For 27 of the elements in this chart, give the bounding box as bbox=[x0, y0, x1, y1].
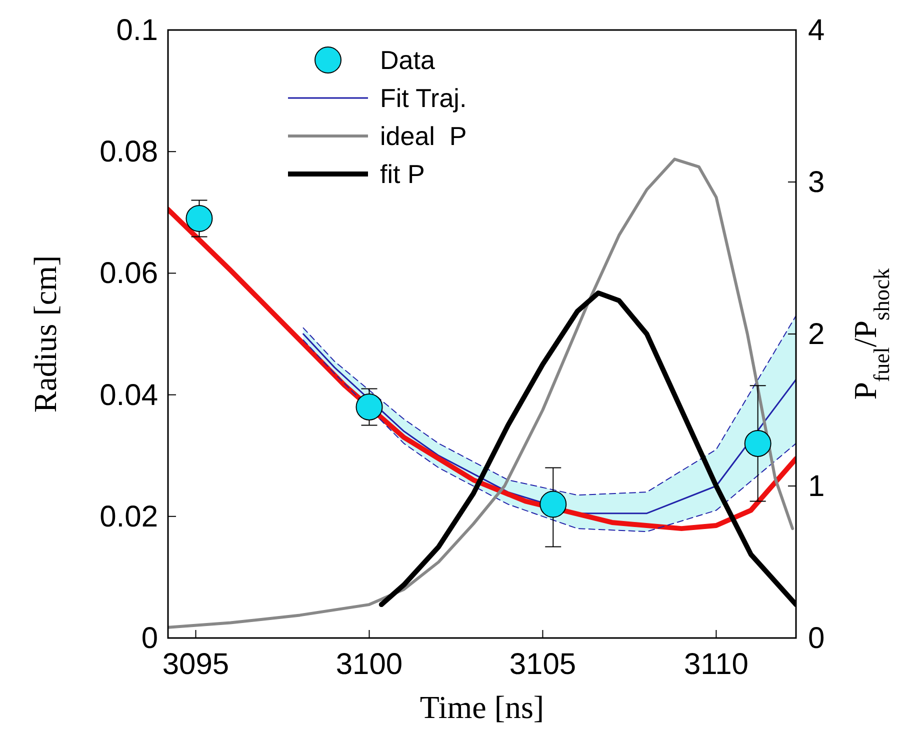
legend-label: fit P bbox=[380, 159, 425, 189]
y2-tick-label: 2 bbox=[808, 318, 825, 351]
point bbox=[744, 430, 772, 457]
x-tick-label: 3100 bbox=[336, 648, 403, 681]
point bbox=[540, 490, 567, 518]
x-tick-label: 3110 bbox=[684, 648, 748, 681]
line-series bbox=[168, 158, 794, 629]
x-tick-label: 3095 bbox=[162, 648, 230, 681]
legend-label: ideal P bbox=[380, 121, 467, 151]
line-series bbox=[302, 315, 796, 496]
x-tick-label: 3105 bbox=[509, 648, 576, 681]
y2-tick-label: 0 bbox=[808, 622, 825, 655]
y-tick-label: 0.02 bbox=[100, 500, 158, 534]
y2-tick-label: 4 bbox=[808, 14, 825, 47]
point bbox=[356, 393, 383, 420]
legend-label: Fit Traj. bbox=[380, 83, 467, 113]
x-axis-title: Time [ns] bbox=[420, 689, 544, 725]
y-tick-label: 0.1 bbox=[116, 14, 158, 47]
y2-tick-label: 1 bbox=[808, 470, 825, 503]
y-axis-title: Radius [cm] bbox=[27, 255, 63, 413]
y-tick-label: 0 bbox=[141, 622, 158, 655]
y-tick-label: 0.06 bbox=[100, 257, 158, 290]
y2-tick-label: 3 bbox=[808, 166, 825, 199]
legend-label: Data bbox=[380, 45, 436, 75]
point bbox=[186, 204, 213, 232]
y-tick-label: 0.04 bbox=[100, 378, 158, 412]
y-tick-label: 0.08 bbox=[100, 136, 158, 169]
